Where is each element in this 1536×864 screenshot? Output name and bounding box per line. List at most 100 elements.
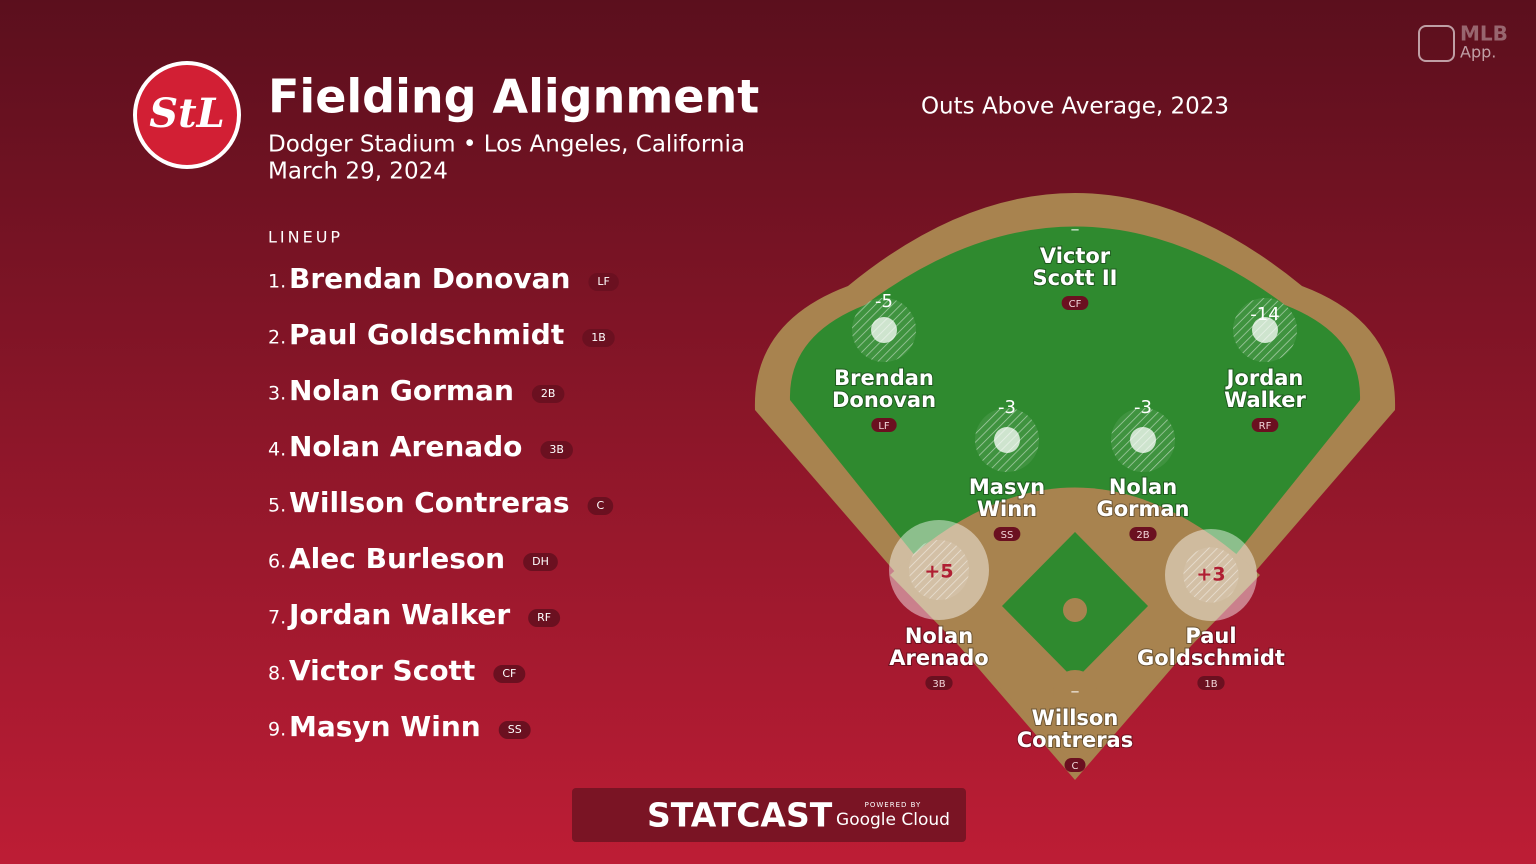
lineup-position-badge [531,385,565,403]
lineup-name: Nolan Arenado [289,430,522,463]
metric-title: Outs Above Average, 2023 [921,94,1229,120]
position-badge-label: 2B [1136,530,1149,541]
oaa-dot [994,427,1020,453]
fielder-name: Arenado [889,646,988,670]
oaa-hatch [1183,547,1239,603]
position-badge [1197,676,1225,690]
statcast-banner [572,788,966,842]
lineup-order: 5. [268,495,286,517]
oaa-dot [1252,317,1278,343]
fielder-name: Gorman [1096,497,1189,521]
statcast-logo: STATCAST [647,796,833,835]
position-badge [925,676,953,690]
lineup-heading: LINEUP [268,228,343,247]
lineup-order: 8. [268,663,286,685]
oaa-value: – [1071,681,1080,702]
position-badge-label: C [1072,761,1079,772]
position-badge-label: CF [1069,299,1082,310]
lineup-name: Alec Burleson [289,542,505,575]
lineup-position-badge [540,441,573,459]
oaa-hatch [909,540,969,600]
fielder-name: Jordan [1225,366,1304,390]
oaa-value: +5 [924,561,953,583]
position-badge [1251,418,1279,432]
oaa-value: – [1071,219,1080,240]
fielder-name: Nolan [1109,475,1177,499]
partner: Google Cloud [836,810,950,830]
home-plate-area [1053,670,1097,714]
fielder-name: Willson [1032,706,1119,730]
team-logo [133,61,241,169]
position-badge-label: RF [1259,421,1272,432]
lineup-name: Paul Goldschmidt [289,318,564,351]
lineup-name: Jordan Walker [287,598,510,631]
position-badge [1061,296,1089,310]
oaa-value: +3 [1196,564,1225,586]
lineup-position-label: RF [537,611,551,624]
position-badge-label: SS [1001,530,1014,541]
fielder-name: Masyn [969,475,1045,499]
fielder-name: Donovan [832,388,936,412]
fielder-name: Victor [1040,244,1111,268]
fielder-name: Paul [1185,624,1236,648]
fielder-name: Goldschmidt [1137,646,1285,670]
lineup-order: 7. [268,607,286,629]
lineup-position-badge [523,553,558,571]
oaa-value: -14 [1250,304,1279,325]
position-badge [993,527,1021,541]
lineup-position-badge [582,329,615,347]
fielder-name: Contreras [1017,728,1133,752]
lineup-name: Masyn Winn [289,710,481,743]
lineup-position-badge [493,665,526,683]
fielder-name: Nolan [905,624,973,648]
position-badge-label: 1B [1204,679,1217,690]
lineup: 1. Brendan Donovan LF 2. Paul Goldschmidt 1B 3… [268,262,619,743]
lineup-order: 3. [268,383,286,405]
position-badge-label: 3B [932,679,945,690]
date: March 29, 2024 [268,159,448,185]
lineup-position-label: CF [502,667,516,680]
lineup-order: 4. [268,439,286,461]
app-icon [1418,25,1455,62]
app-label: App. [1460,43,1496,62]
lineup-order: 9. [268,719,286,741]
fielder-name: Walker [1224,388,1306,412]
lineup-name: Victor Scott [289,654,475,687]
position-badge [1064,758,1086,772]
position-badge [871,418,897,432]
lineup-position-label: LF [597,275,609,288]
lineup-order: 1. [268,271,286,293]
title: Fielding Alignment [268,70,759,124]
oaa-value: -3 [1134,397,1152,418]
lineup-position-badge [587,497,614,515]
position-badge-label: LF [878,421,890,432]
fielder-name: Brendan [834,366,934,390]
mound [1063,598,1087,622]
lineup-position-badge [528,609,561,627]
lineup-order: 6. [268,551,286,573]
subtitle: Dodger Stadium • Los Angeles, California [268,132,745,158]
position-badge [1129,527,1157,541]
lineup-position-label: C [597,499,605,512]
oaa-dot [871,317,897,343]
app-label: MLB [1460,22,1508,46]
lineup-name: Nolan Gorman [289,374,514,407]
fielder-name: Winn [977,497,1037,521]
powered-by: POWERED BY [865,801,922,809]
lineup-position-badge [588,273,619,291]
oaa-value: -5 [875,291,893,312]
lineup-position-label: 2B [541,387,556,400]
oaa-value: -3 [998,397,1016,418]
fielder-name: Scott II [1032,266,1117,290]
lineup-position-badge [498,721,531,739]
oaa-dot [1130,427,1156,453]
lineup-position-label: 1B [591,331,606,344]
lineup-name: Willson Contreras [289,486,570,519]
lineup-position-label: SS [508,723,522,736]
lineup-order: 2. [268,327,286,349]
lineup-position-label: 3B [549,443,564,456]
lineup-position-label: DH [532,555,549,568]
lineup-name: Brendan Donovan [289,262,570,295]
